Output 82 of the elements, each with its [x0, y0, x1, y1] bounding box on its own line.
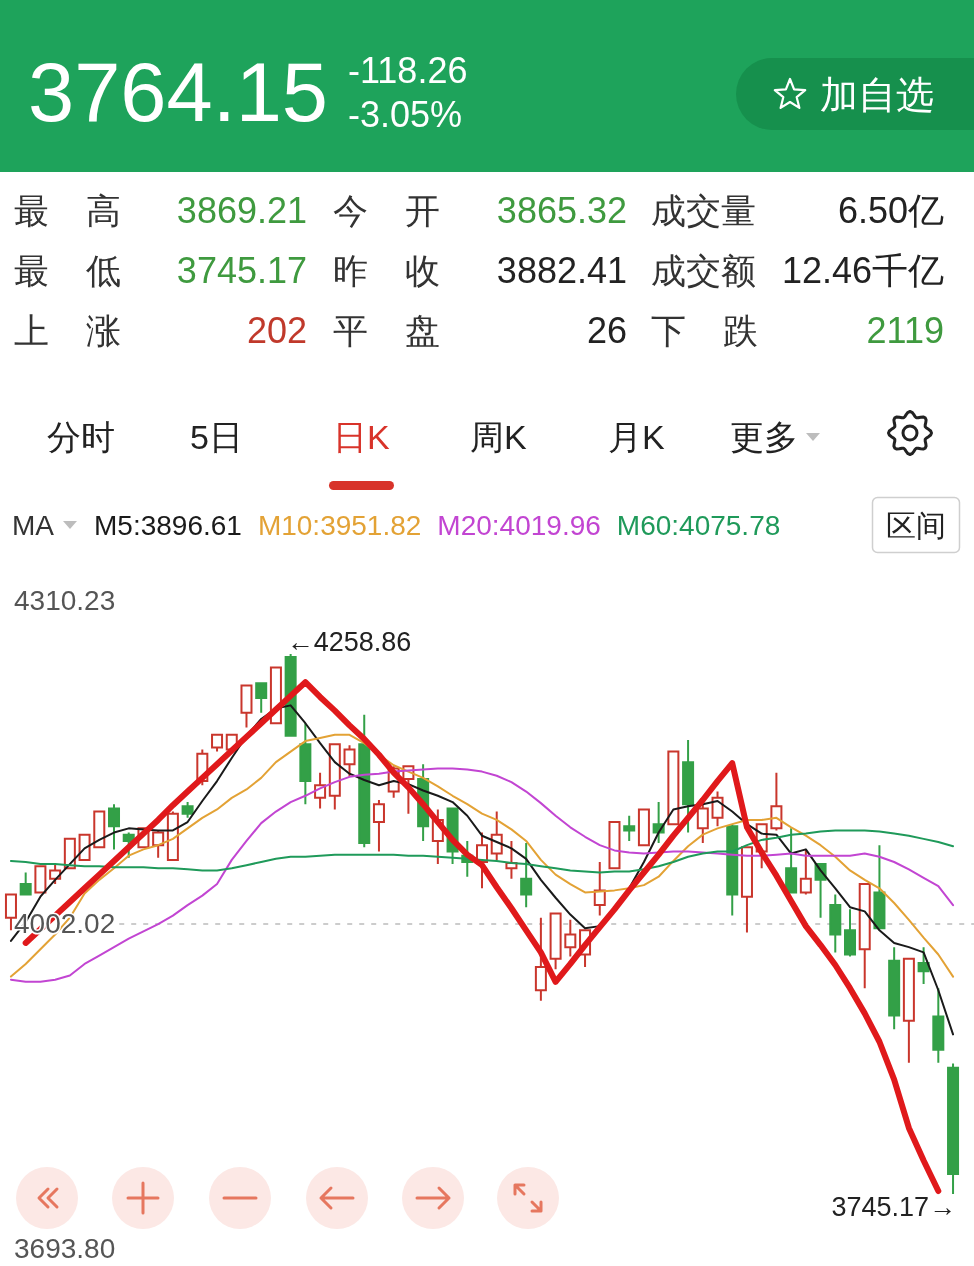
text: -3.05%	[348, 93, 463, 135]
text: 更多	[730, 418, 798, 456]
candlestick	[93, 810, 106, 849]
candlestick	[873, 844, 886, 930]
candlestick	[328, 743, 341, 811]
candlestick	[534, 916, 547, 1002]
text: M60:4075.78	[616, 509, 781, 541]
candlestick	[917, 946, 930, 985]
candlestick	[34, 865, 47, 894]
text: 6.50亿	[837, 189, 944, 231]
text: 3869.21	[176, 189, 307, 231]
candlestick	[593, 860, 606, 917]
candlestick	[520, 842, 533, 909]
line-series	[9, 733, 955, 978]
line-series	[9, 767, 955, 983]
candlestick	[770, 771, 783, 832]
candlestick	[711, 790, 724, 828]
text: 3865.32	[496, 189, 627, 231]
chart-title: 3764.15	[28, 45, 329, 139]
candlestick	[947, 1062, 960, 1195]
legend-title: MA	[12, 509, 55, 541]
candlestick	[682, 739, 695, 834]
text: 区间	[886, 508, 946, 542]
text: 最高	[14, 190, 158, 230]
candlestick	[888, 946, 901, 1031]
text: 昨收	[333, 250, 477, 290]
text: 26	[586, 309, 627, 351]
line-series	[9, 704, 955, 1036]
y-tick-label: 3693.80	[14, 1232, 116, 1264]
text: 分时	[47, 418, 115, 456]
text: 成交额	[651, 250, 756, 290]
candlestick	[152, 829, 165, 859]
candlestick	[108, 803, 121, 851]
candlestick	[490, 810, 503, 861]
candlestick	[19, 871, 32, 896]
candlestick	[211, 733, 224, 753]
text: 日K	[333, 418, 390, 456]
text: 5日	[190, 418, 243, 456]
text: 3745.17	[176, 249, 307, 291]
text: M20:4019.96	[437, 509, 601, 541]
text: 202	[246, 309, 307, 351]
candlestick	[608, 821, 621, 870]
candlestick	[343, 744, 356, 778]
text: -118.26	[348, 49, 468, 91]
text: M10:3951.82	[257, 509, 422, 541]
candlestick	[858, 883, 871, 990]
candlestick	[902, 957, 915, 1064]
candlestick	[255, 682, 268, 714]
candlestick	[637, 808, 650, 847]
text: 下跌	[651, 310, 795, 350]
candlestick	[785, 827, 798, 894]
y-tick-label: 4310.23	[14, 584, 116, 616]
candlestick	[726, 823, 739, 917]
candlestick	[623, 814, 636, 842]
text: 今开	[333, 190, 477, 230]
candlestick	[549, 912, 562, 971]
candlestick	[372, 798, 385, 853]
candlestick	[240, 684, 253, 729]
candlestick	[740, 846, 753, 934]
line-series	[9, 829, 955, 874]
text: 月K	[608, 418, 665, 456]
text: 加自选	[820, 74, 934, 116]
annotation: ←4258.86	[286, 627, 412, 657]
candlestick	[181, 801, 194, 819]
candlestick	[829, 893, 842, 954]
candlestick	[358, 713, 371, 849]
text: 平盘	[333, 310, 477, 350]
text: 最低	[14, 250, 158, 290]
text: 上涨	[14, 310, 158, 350]
annotation: 3745.17→	[831, 1192, 957, 1222]
text: M5:3896.61	[94, 509, 242, 541]
text: 周K	[470, 418, 527, 456]
candlestick	[564, 918, 577, 958]
text: 成交量	[651, 190, 756, 230]
candlestick	[505, 839, 518, 880]
candlestick	[667, 750, 680, 826]
candlestick	[299, 722, 312, 806]
text: 3882.41	[496, 249, 627, 291]
text: 12.46千亿	[781, 249, 944, 291]
text: 2119	[866, 309, 944, 351]
candlestick	[799, 848, 812, 896]
candlestick	[844, 908, 857, 958]
